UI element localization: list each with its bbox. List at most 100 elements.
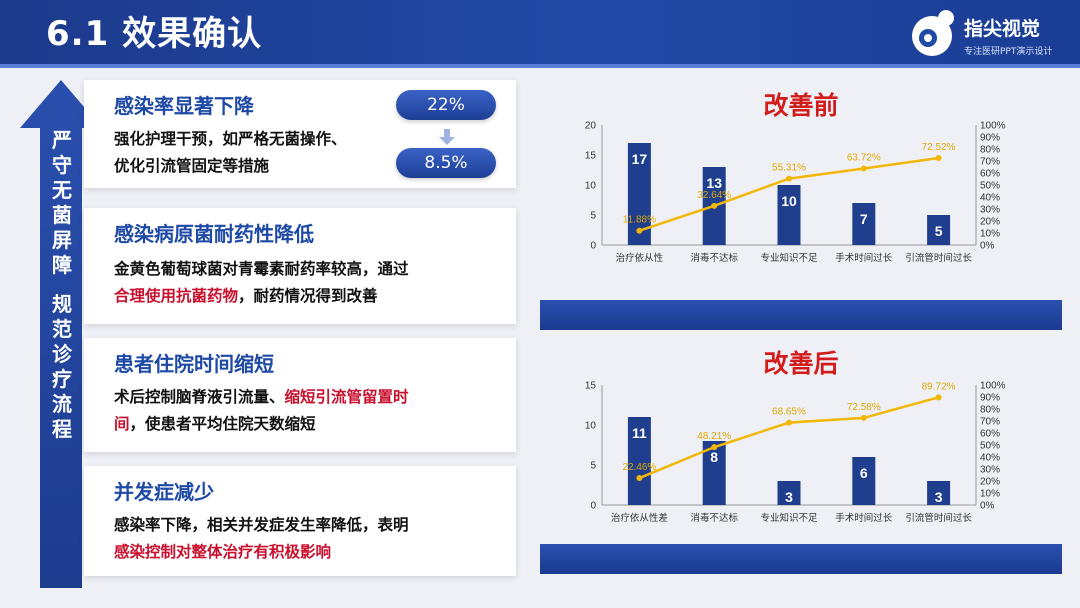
- up-arrow-banner: [20, 80, 102, 588]
- y2-tick-label: 40%: [980, 193, 1000, 204]
- brand-subtitle: 专注医研PPT演示设计: [964, 47, 1053, 57]
- card-drug-resistance: 感染病原菌耐药性降低 金黄色葡萄球菌对青霉素耐药率较高，通过 合理使用抗菌药物，…: [84, 208, 516, 324]
- y2-tick-label: 20%: [980, 477, 1000, 488]
- arrow-char: 严: [52, 128, 72, 152]
- header-bar: 6.1 效果确认 指尖视觉 专注医研PPT演示设计: [0, 0, 1080, 68]
- bar: [927, 215, 951, 245]
- line-point: [786, 419, 792, 426]
- badge-after: 8.5%: [396, 148, 496, 178]
- card-text-line: 优化引流管固定等措施: [114, 157, 270, 175]
- line-value-label: 89.72%: [922, 381, 956, 392]
- bar-value-label: 17: [632, 151, 648, 167]
- brand-logo: 指尖视觉 专注医研PPT演示设计: [906, 6, 1076, 62]
- line-point: [711, 444, 718, 451]
- card-text-plain: 术后控制脑脊液引流量、: [114, 388, 285, 406]
- highlight-text: 间: [114, 415, 130, 433]
- line-point: [860, 414, 867, 421]
- arrow-char: 规: [52, 292, 72, 316]
- x-tick-label: 专业知识不足: [760, 512, 818, 524]
- header-strip: [0, 64, 1080, 68]
- card-title: 感染病原菌耐药性降低: [114, 222, 314, 246]
- card-text-line: 间，使患者平均住院天数缩短: [114, 411, 316, 438]
- chart-title: 改善前: [763, 91, 839, 120]
- x-tick-label: 引流管时间过长: [905, 512, 972, 524]
- down-arrow-icon: [439, 129, 455, 145]
- arrow-char: 障: [52, 253, 72, 277]
- bar-value-label: 7: [860, 211, 868, 227]
- line-value-label: 11.88%: [623, 215, 656, 226]
- card-text-line: 合理使用抗菌药物，耐药情况得到改善: [114, 283, 378, 310]
- arrow-char: 诊: [52, 342, 72, 366]
- bar-value-label: 3: [785, 489, 793, 505]
- x-tick-label: 治疗依从性差: [611, 512, 668, 524]
- chart-before: 0 5 10 15 20 0%10%20%30%40%50%60%70%80%90%100…: [585, 121, 1006, 265]
- x-tick-label: 治疗依从性: [616, 252, 664, 264]
- line-value-label: 22.46%: [622, 462, 656, 473]
- arrow-char: 疗: [52, 367, 72, 391]
- bar-value-label: 8: [710, 449, 718, 465]
- y2-tick-label: 90%: [980, 133, 1000, 144]
- highlight-text: 感染控制对整体治疗有积极影响: [114, 543, 332, 561]
- y2-tick-label: 100%: [980, 381, 1006, 392]
- bar: [627, 143, 651, 245]
- card-title: 感染率显著下降: [114, 94, 254, 118]
- line-value-label: 32.64%: [697, 190, 731, 201]
- line-point: [636, 227, 643, 234]
- y2-tick-label: 80%: [980, 145, 1000, 156]
- x-tick-label: 手术时间过长: [835, 252, 893, 264]
- y2-tick-label: 70%: [980, 417, 1000, 428]
- x-tick-label: 消毒不达标: [690, 252, 738, 264]
- bar-value-label: 5: [935, 223, 943, 239]
- card-text-line: 术后控制脑脊液引流量、缩短引流管留置时: [114, 384, 409, 411]
- x-tick-label: 引流管时间过长: [905, 252, 972, 264]
- card-text-line: 强化护理干预，如严格无菌操作、: [114, 130, 347, 148]
- bar: [777, 185, 801, 245]
- line-point: [935, 394, 942, 401]
- line-value-label: 68.65%: [772, 407, 806, 418]
- highlight-text: 合理使用抗菌药物: [114, 287, 239, 305]
- x-tick-label: 手术时间过长: [835, 512, 893, 524]
- arrow-char: 范: [52, 317, 72, 341]
- y-tick-label: 15: [585, 381, 597, 392]
- arrow-char: 屏: [52, 228, 72, 252]
- y-tick-label: 15: [585, 151, 597, 162]
- line-point: [711, 202, 718, 209]
- y2-tick-label: 30%: [980, 205, 1000, 216]
- bar-value-label: 10: [781, 193, 797, 209]
- arrow-char: 程: [52, 417, 72, 441]
- bar: [627, 417, 651, 505]
- y2-tick-label: 30%: [980, 465, 1000, 476]
- y-tick-label: 10: [585, 181, 597, 192]
- arrow-label: 严 守 无 菌 屏 障 规 范 诊 疗 流 程: [50, 128, 74, 442]
- y2-tick-label: 0%: [980, 241, 995, 252]
- y2-tick-label: 50%: [980, 181, 1000, 192]
- bar: [852, 203, 876, 245]
- y2-tick-label: 10%: [980, 489, 1000, 500]
- card-title: 患者住院时间缩短: [114, 352, 274, 376]
- y2-tick-label: 70%: [980, 157, 1000, 168]
- chart-before-panel: 改善前 0 5 10 15 20 0% 10% 20% 30% 40% 50% 60% 70% 80% 90…: [540, 82, 1062, 330]
- y-tick-label: 20: [585, 121, 597, 132]
- arrow-char: 流: [52, 392, 72, 416]
- y2-tick-label: 60%: [980, 429, 1000, 440]
- card-text-rest: ，使患者平均住院天数缩短: [129, 415, 316, 433]
- card-text-rest: ，耐药情况得到改善: [238, 287, 378, 305]
- bar-value-label: 13: [706, 175, 722, 191]
- bar: [777, 481, 801, 505]
- chart-title: 改善后: [763, 349, 839, 378]
- highlight-text: 缩短引流管留置时: [284, 388, 409, 406]
- card-text-line: 感染率下降，相关并发症发生率降低，表明: [114, 516, 409, 534]
- bar: [852, 457, 876, 505]
- y2-tick-label: 60%: [980, 169, 1000, 180]
- line-point: [636, 475, 643, 482]
- brand-name: 指尖视觉: [964, 18, 1041, 40]
- page-title: 6.1 效果确认: [46, 14, 263, 54]
- line-value-label: 48.21%: [697, 431, 731, 442]
- chart-after: 0 5 10 15 0%10%20%30%40%50%60%70%80%90%100% 1…: [585, 381, 1006, 525]
- y2-tick-label: 80%: [980, 405, 1000, 416]
- line-value-label: 55.31%: [772, 163, 806, 174]
- card-hospital-stay: 患者住院时间缩短 术后控制脑脊液引流量、缩短引流管留置时 间，使患者平均住院天数…: [84, 338, 516, 452]
- card-infection-rate: 感染率显著下降 强化护理干预，如严格无菌操作、 优化引流管固定等措施: [84, 80, 516, 188]
- brand-logo-icon: [912, 10, 954, 56]
- y2-tick-label: 50%: [980, 441, 1000, 452]
